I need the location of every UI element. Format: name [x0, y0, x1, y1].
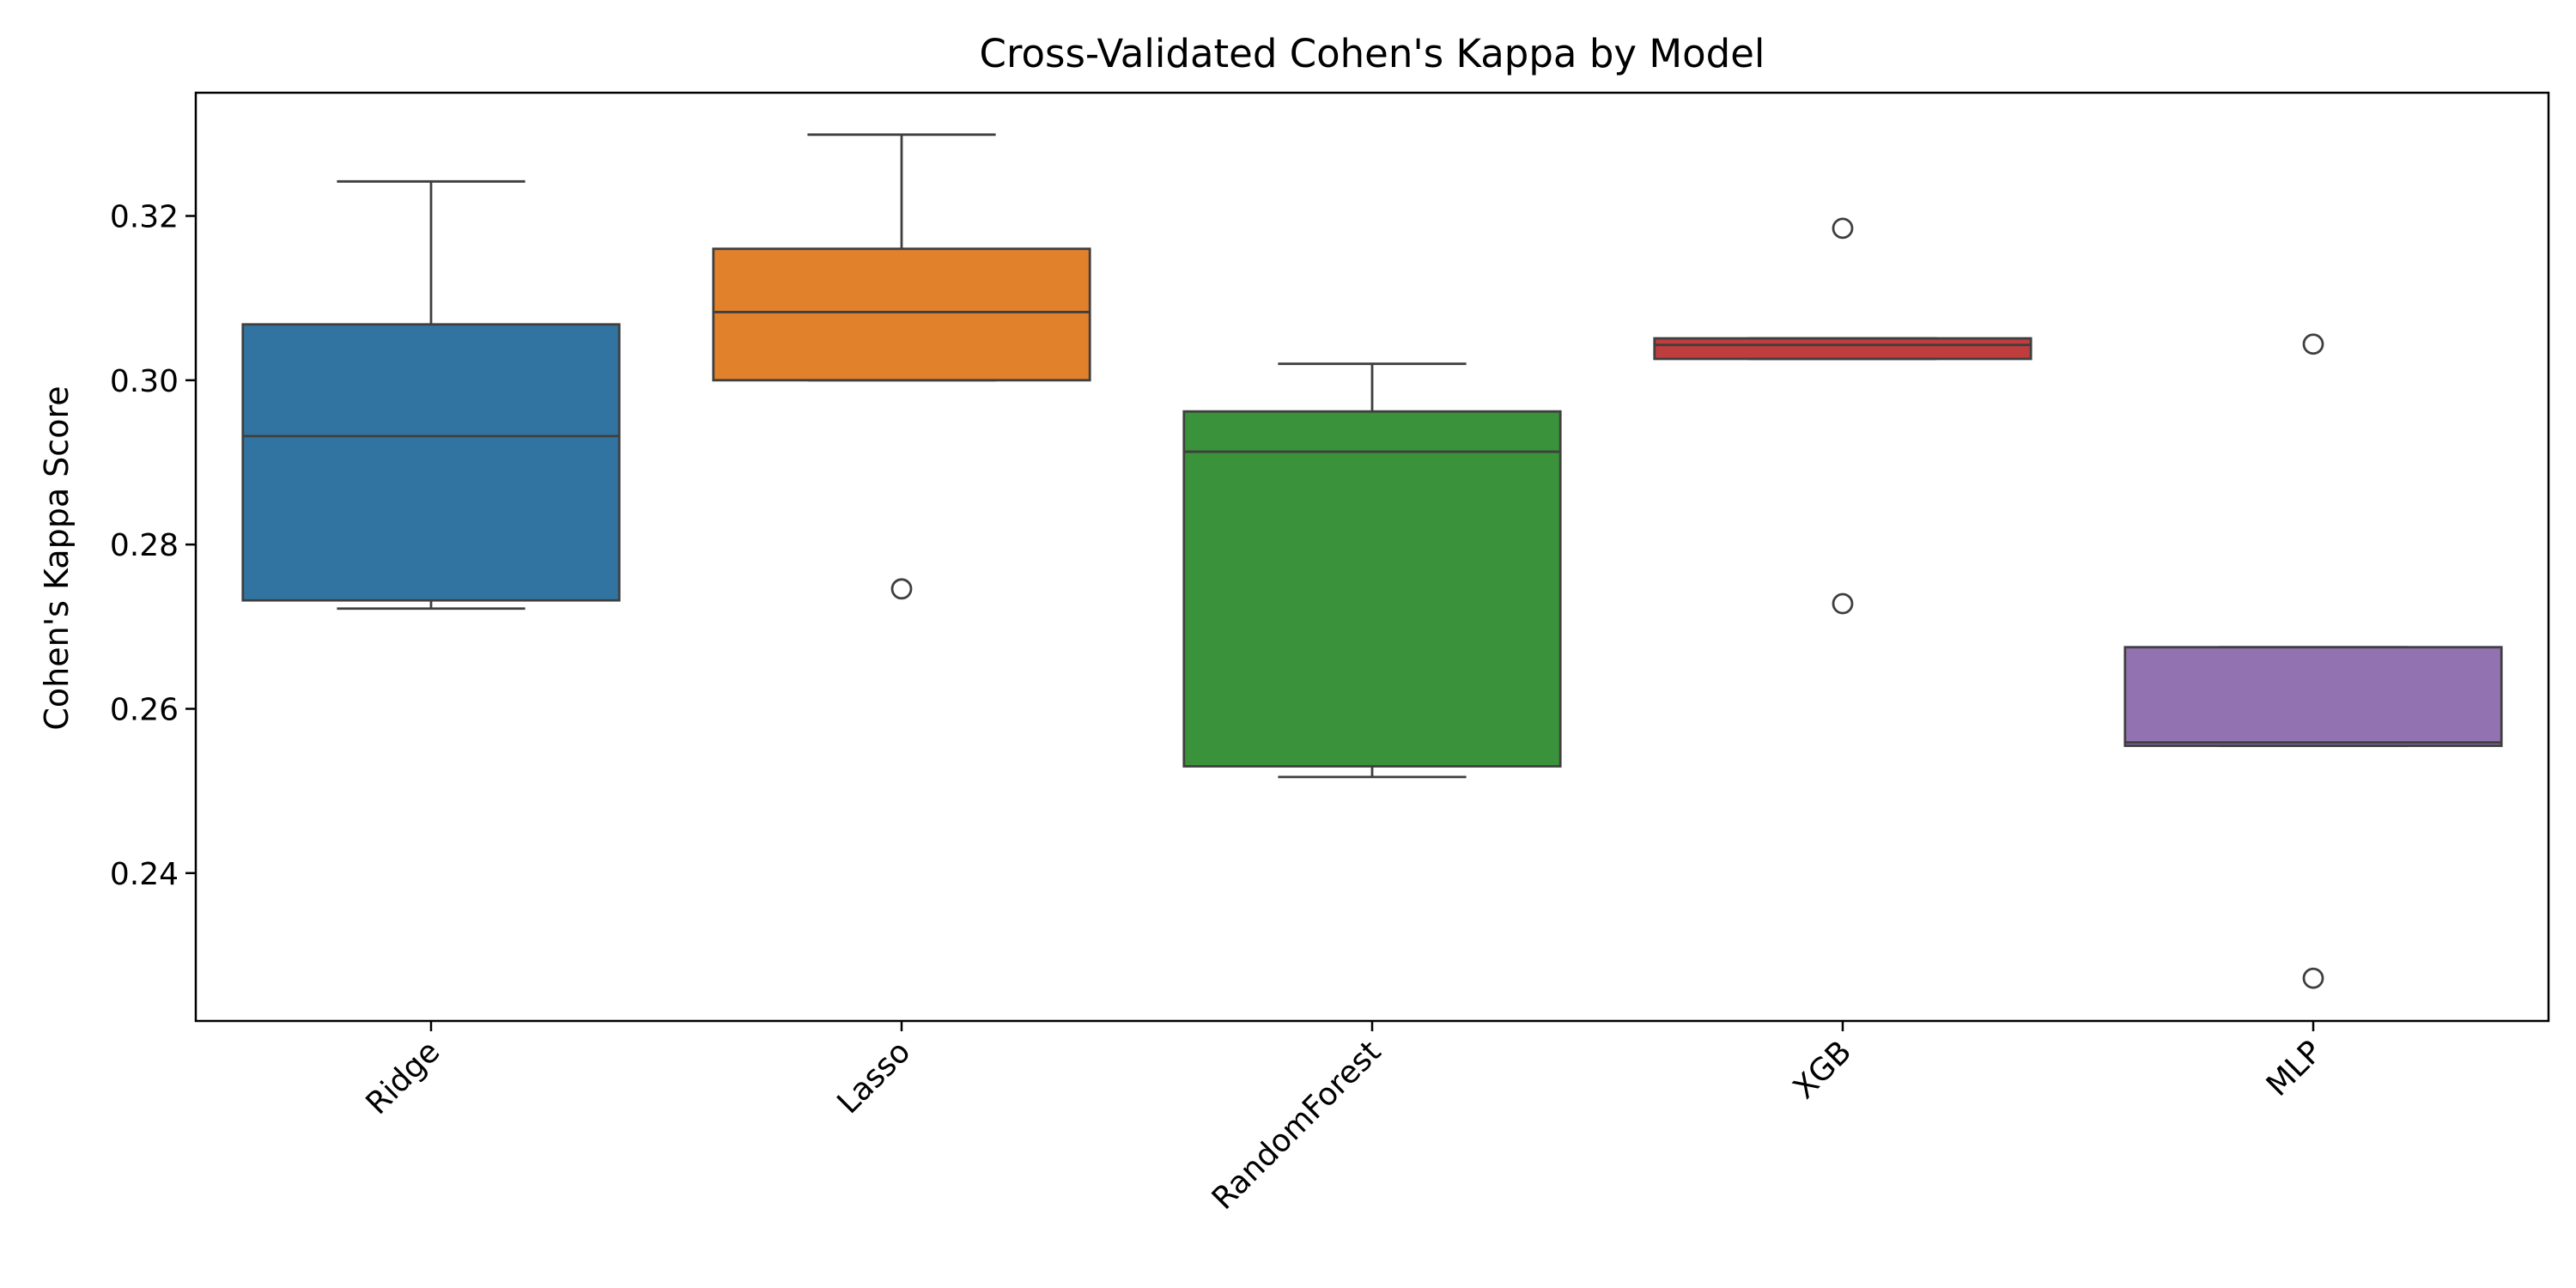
box: [241, 323, 621, 602]
box: [1182, 410, 1562, 768]
box-group-ridge: [241, 179, 621, 611]
box-group-xgb: [1653, 217, 2032, 615]
y-tick-label: 0.30: [110, 364, 179, 399]
y-tick-label: 0.26: [110, 692, 179, 727]
box-group-randomforest: [1182, 362, 1562, 779]
y-axis-label: Cohen's Kappa Score: [38, 386, 76, 730]
box: [712, 247, 1091, 382]
y-tick-label: 0.28: [110, 528, 179, 563]
y-axis-ticks: 0.24 0.26 0.28 0.30 0.32: [110, 199, 196, 892]
y-tick-label: 0.24: [110, 857, 179, 892]
outlier-point: [890, 578, 913, 600]
outlier-point: [1832, 217, 1854, 240]
y-tick-label: 0.32: [110, 199, 179, 234]
box-group-lasso: [712, 133, 1091, 600]
box: [1653, 337, 2032, 361]
outlier-point: [2302, 967, 2324, 989]
box: [2123, 646, 2503, 747]
chart-title: Cross-Validated Cohen's Kappa by Model: [980, 31, 1765, 76]
box-group-mlp: [2123, 333, 2503, 989]
plot-frame: [194, 91, 2550, 1023]
outlier-point: [1832, 592, 1854, 615]
outlier-point: [2302, 333, 2324, 355]
plot-area: [241, 133, 2503, 989]
